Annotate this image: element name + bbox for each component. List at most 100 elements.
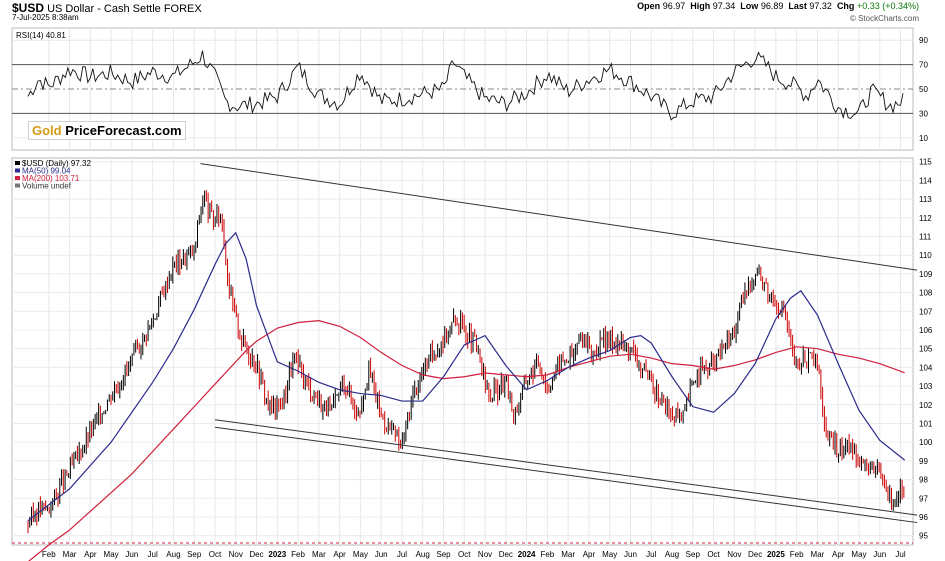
trend-line-lower-channel-1 — [214, 419, 918, 516]
rsi-line — [27, 50, 904, 121]
price-tick-label: 106 — [919, 326, 933, 335]
stockcharts-credit: © StockCharts.com — [849, 14, 919, 23]
legend-ma50: MA(50) 99.04 — [22, 167, 71, 176]
chart-header: $USD US Dollar - Cash Settle FOREX 7-Jul… — [0, 0, 945, 24]
x-tick-label: Jun — [873, 550, 886, 559]
x-tick-label: Feb — [790, 550, 804, 559]
price-tick-label: 108 — [919, 289, 933, 298]
symbol-title: $USD US Dollar - Cash Settle FOREX — [12, 1, 202, 15]
low-label: Low — [740, 1, 759, 11]
price-tick-label: 96 — [919, 513, 928, 522]
x-tick-label: Aug — [665, 550, 679, 559]
price-tick-label: 95 — [919, 532, 928, 541]
ma50-line — [27, 231, 906, 522]
legend-price-swatch — [15, 161, 20, 165]
x-tick-label: Dec — [249, 550, 263, 559]
rsi-tick-label: 50 — [919, 85, 928, 94]
open-label: Open — [637, 1, 661, 11]
last-label: Last — [788, 1, 807, 11]
x-tick-label: Jul — [646, 550, 656, 559]
price-tick-label: 102 — [919, 401, 933, 410]
rsi-tick-label: 70 — [919, 61, 928, 70]
x-tick-label: Jun — [375, 550, 388, 559]
price-tick-label: 99 — [919, 457, 928, 466]
rsi-tick-label: 90 — [919, 36, 928, 45]
price-tick-label: 107 — [919, 307, 933, 316]
rsi-tick-label: 30 — [919, 109, 928, 118]
x-tick-label: Mar — [63, 550, 77, 559]
legend-price: $USD (Daily) 97.32 — [22, 159, 91, 168]
trend-line-lower-channel-2 — [214, 426, 918, 524]
x-tick-label: 2023 — [268, 550, 286, 559]
x-tick-label: Aug — [416, 550, 430, 559]
x-tick-label: Jul — [397, 550, 407, 559]
legend-volume-swatch — [15, 183, 20, 188]
rsi-label: RSI(14) 40.81 — [16, 31, 66, 40]
x-tick-label: Jun — [624, 550, 637, 559]
x-tick-label: Apr — [583, 550, 596, 559]
price-tick-label: 110 — [919, 251, 932, 260]
price-tick-label: 114 — [919, 176, 932, 185]
x-tick-label: Feb — [291, 550, 305, 559]
x-tick-label: May — [104, 550, 119, 559]
price-tick-label: 115 — [919, 158, 932, 167]
x-tick-label: Apr — [832, 550, 845, 559]
price-tick-label: 104 — [919, 363, 933, 372]
x-tick-label: May — [602, 550, 617, 559]
x-tick-label: 2025 — [767, 550, 785, 559]
price-tick-label: 98 — [919, 476, 928, 485]
low-value: 96.89 — [760, 1, 784, 11]
x-tick-label: Sep — [187, 550, 202, 559]
high-value: 97.34 — [712, 1, 736, 11]
symbol: $USD — [12, 1, 45, 15]
goldpriceforecast-logo: Gold PriceForecast.com — [28, 121, 186, 140]
x-tick-label: May — [851, 550, 866, 559]
x-tick-label: Oct — [458, 550, 471, 559]
x-tick-label: May — [353, 550, 368, 559]
x-tick-label: Nov — [727, 550, 741, 559]
legend-ma50-swatch — [15, 168, 20, 173]
x-tick-label: Oct — [209, 550, 222, 559]
price-tick-label: 112 — [919, 214, 932, 223]
ma200-line — [28, 320, 905, 561]
x-tick-label: Jun — [125, 550, 138, 559]
logo-rest: PriceForecast.com — [65, 123, 182, 138]
open-value: 96.97 — [662, 1, 686, 11]
ohlc-readout: Open 96.97 High 97.34 Low 96.89 Last 97.… — [637, 1, 919, 11]
x-tick-label: Oct — [707, 550, 720, 559]
symbol-name: US Dollar - Cash Settle FOREX — [47, 3, 202, 15]
x-tick-label: Sep — [686, 550, 701, 559]
rsi-tick-label: 10 — [919, 134, 928, 143]
x-tick-label: Dec — [499, 550, 513, 559]
x-tick-label: Sep — [436, 550, 451, 559]
price-tick-label: 101 — [919, 419, 933, 428]
high-label: High — [690, 1, 711, 11]
x-tick-label: Jul — [148, 550, 158, 559]
trend-line-upper-resistance — [200, 163, 918, 271]
x-tick-label: Aug — [166, 550, 180, 559]
chg-label: Chg — [836, 1, 855, 11]
x-tick-label: Feb — [540, 550, 554, 559]
price-tick-label: 113 — [919, 195, 932, 204]
x-tick-label: Feb — [42, 550, 56, 559]
price-tick-label: 100 — [919, 438, 933, 447]
x-tick-label: Mar — [811, 550, 825, 559]
chart-date: 7-Jul-2025 8:38am — [12, 13, 79, 22]
x-tick-label: Mar — [312, 550, 326, 559]
legend-ma200-swatch — [15, 176, 20, 180]
chg-value: +0.33 (+0.34%) — [856, 1, 919, 11]
x-tick-label: Nov — [478, 550, 492, 559]
x-tick-label: Mar — [561, 550, 575, 559]
price-tick-label: 105 — [919, 345, 933, 354]
x-tick-label: Nov — [229, 550, 243, 559]
x-tick-label: Apr — [333, 550, 346, 559]
price-tick-label: 103 — [919, 382, 933, 391]
x-tick-label: Dec — [748, 550, 762, 559]
price-tick-label: 97 — [919, 494, 928, 503]
x-tick-label: Apr — [84, 550, 97, 559]
x-tick-label: 2024 — [518, 550, 536, 559]
legend-volume: Volume undef — [22, 182, 72, 191]
price-panel-frame — [11, 157, 914, 546]
price-tick-label: 111 — [919, 233, 932, 242]
